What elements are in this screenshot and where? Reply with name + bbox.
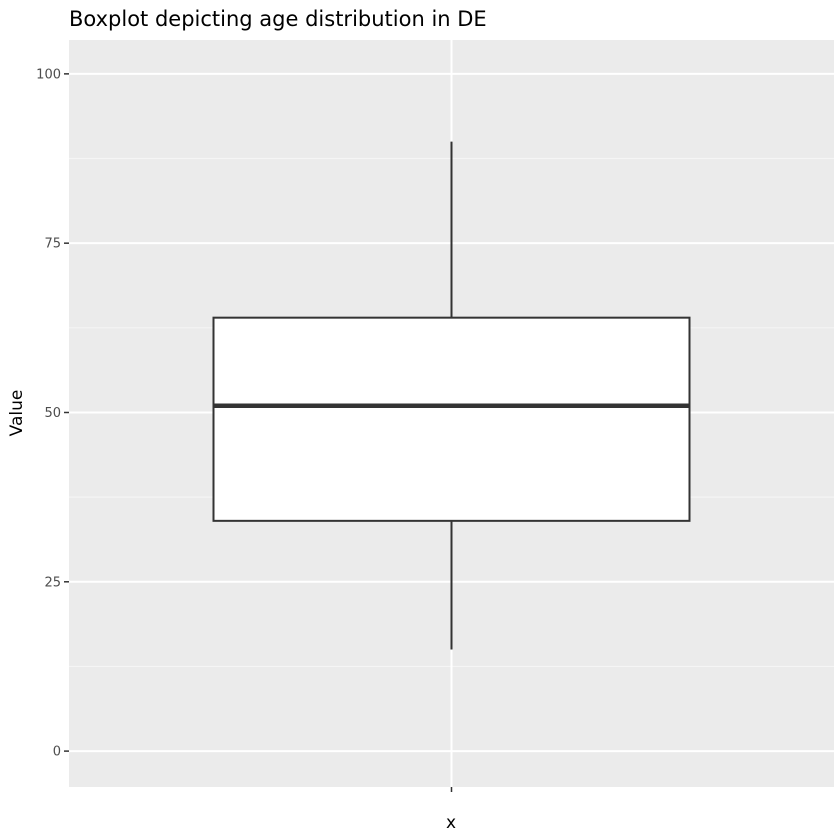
boxplot	[212, 141, 691, 650]
y-tick-label: 100	[36, 67, 61, 82]
chart-title: Boxplot depicting age distribution in DE	[69, 7, 487, 31]
y-axis: 0 25 50 75 100	[36, 67, 69, 760]
y-axis-title: Value	[7, 390, 27, 437]
y-tick-label: 25	[44, 575, 61, 590]
box-iqr	[212, 316, 691, 522]
y-tick-label: 50	[44, 406, 61, 421]
y-tick-label: 0	[53, 745, 61, 760]
x-axis-title: x	[446, 813, 456, 833]
y-tick-label: 75	[44, 237, 61, 252]
